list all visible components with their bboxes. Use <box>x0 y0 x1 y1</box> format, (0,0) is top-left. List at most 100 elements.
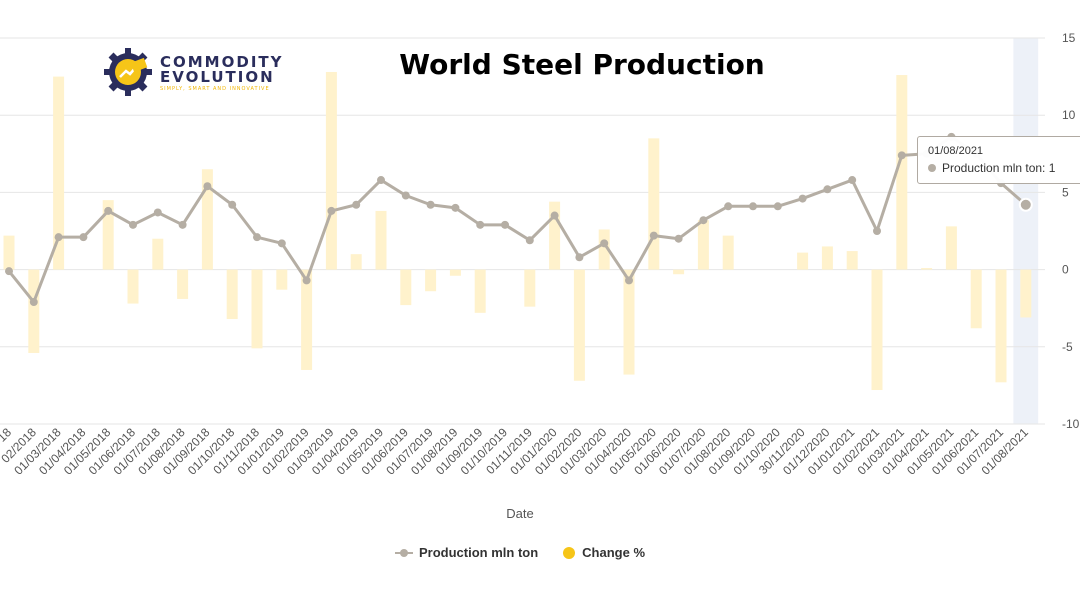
production-point[interactable] <box>897 151 906 160</box>
production-point[interactable] <box>525 236 534 245</box>
tooltip-series-marker <box>928 164 936 172</box>
production-point[interactable] <box>277 239 286 248</box>
hover-tooltip: 01/08/2021 Production mln ton: 1 <box>917 136 1080 184</box>
y-tick-label: 10 <box>1062 108 1076 122</box>
production-point[interactable] <box>79 233 88 242</box>
change-bar[interactable] <box>573 269 585 381</box>
tooltip-series-value: Production mln ton: 1 <box>942 161 1056 175</box>
production-point[interactable] <box>476 220 485 229</box>
production-point[interactable] <box>5 267 13 276</box>
change-bar[interactable] <box>549 201 561 270</box>
production-point[interactable] <box>203 182 212 191</box>
change-bar[interactable] <box>474 269 486 313</box>
change-bar[interactable] <box>995 269 1007 383</box>
production-point[interactable] <box>451 203 460 212</box>
production-point[interactable] <box>1018 197 1033 212</box>
chart-title: World Steel Production <box>399 48 765 81</box>
change-bar[interactable] <box>152 238 164 270</box>
change-bar[interactable] <box>350 254 362 270</box>
tooltip-date: 01/08/2021 <box>928 145 984 157</box>
logo-tagline: SIMPLY, SMART AND INNOVATIVE <box>160 86 270 92</box>
change-bar[interactable] <box>425 269 437 292</box>
production-line-path <box>7 135 1027 304</box>
production-point[interactable] <box>575 253 584 262</box>
change-bar[interactable] <box>821 246 833 270</box>
production-point[interactable] <box>823 185 832 194</box>
production-point[interactable] <box>352 200 361 209</box>
production-point[interactable] <box>178 220 187 229</box>
change-bar[interactable] <box>276 269 288 290</box>
production-line <box>5 132 1033 307</box>
production-point[interactable] <box>501 220 509 229</box>
production-point[interactable] <box>848 176 857 185</box>
production-point[interactable] <box>253 233 261 242</box>
change-bar[interactable] <box>400 269 412 306</box>
change-bar[interactable] <box>251 269 263 349</box>
change-bar[interactable] <box>797 252 809 270</box>
change-bar[interactable] <box>722 235 734 270</box>
change-bar[interactable] <box>598 229 610 270</box>
production-point[interactable] <box>749 202 757 211</box>
change-bar[interactable] <box>846 251 858 270</box>
change-bar[interactable] <box>945 226 957 270</box>
legend-label-production: Production mln ton <box>419 545 539 560</box>
production-point[interactable] <box>798 194 807 203</box>
production-point[interactable] <box>377 176 385 185</box>
production-point[interactable] <box>699 216 708 225</box>
production-point[interactable] <box>773 202 782 211</box>
change-bars <box>3 71 1032 391</box>
change-bar[interactable] <box>3 235 15 270</box>
change-bar[interactable] <box>896 75 908 270</box>
production-point[interactable] <box>724 202 733 211</box>
change-bar[interactable] <box>623 269 635 375</box>
production-point[interactable] <box>54 233 63 242</box>
production-point[interactable] <box>153 208 162 217</box>
production-point[interactable] <box>401 191 410 200</box>
change-bar[interactable] <box>970 269 982 329</box>
gear-logo-icon <box>104 48 152 96</box>
change-bar[interactable] <box>28 269 40 353</box>
change-bar[interactable] <box>697 220 709 270</box>
change-bar[interactable] <box>127 269 139 304</box>
y-tick-label: -10 <box>1062 417 1080 431</box>
change-bar[interactable] <box>449 269 461 276</box>
production-point[interactable] <box>104 206 113 215</box>
change-bar[interactable] <box>648 138 660 270</box>
production-point[interactable] <box>426 200 435 209</box>
change-bar[interactable] <box>301 269 313 370</box>
production-point[interactable] <box>228 200 237 209</box>
change-bar[interactable] <box>524 269 536 307</box>
production-point[interactable] <box>302 276 311 285</box>
y-tick-label: -5 <box>1062 340 1073 354</box>
change-bar[interactable] <box>102 200 114 270</box>
change-bar[interactable] <box>375 210 387 270</box>
production-point[interactable] <box>873 227 881 235</box>
production-point[interactable] <box>29 298 38 307</box>
production-point[interactable] <box>129 220 137 229</box>
change-bar[interactable] <box>1020 269 1032 318</box>
change-bar[interactable] <box>325 71 337 270</box>
production-point[interactable] <box>625 276 633 285</box>
legend: Production mln ton Change % <box>0 545 1040 560</box>
production-point[interactable] <box>327 206 336 215</box>
highlight-band <box>1013 38 1039 424</box>
change-bar[interactable] <box>177 269 189 299</box>
change-bar[interactable] <box>871 269 883 391</box>
production-point[interactable] <box>674 234 683 243</box>
change-bar[interactable] <box>226 269 238 320</box>
change-bar[interactable] <box>53 76 65 270</box>
grid <box>0 37 1045 425</box>
y-axis-ticks: 15 10 5 0 -5 -10 <box>1062 31 1080 431</box>
production-point[interactable] <box>550 211 559 220</box>
legend-item-change[interactable]: Change % <box>562 545 645 560</box>
commodity-evolution-logo: COMMODITY EVOLUTION SIMPLY, SMART AND IN… <box>102 46 282 98</box>
production-point[interactable] <box>649 231 658 240</box>
change-bar[interactable] <box>673 269 685 275</box>
production-point[interactable] <box>600 239 609 248</box>
legend-item-production[interactable]: Production mln ton <box>395 545 538 560</box>
logo-text-line2: EVOLUTION <box>160 68 275 86</box>
y-tick-label: 0 <box>1062 263 1069 277</box>
change-bar[interactable] <box>201 169 213 270</box>
change-bar[interactable] <box>921 268 933 270</box>
